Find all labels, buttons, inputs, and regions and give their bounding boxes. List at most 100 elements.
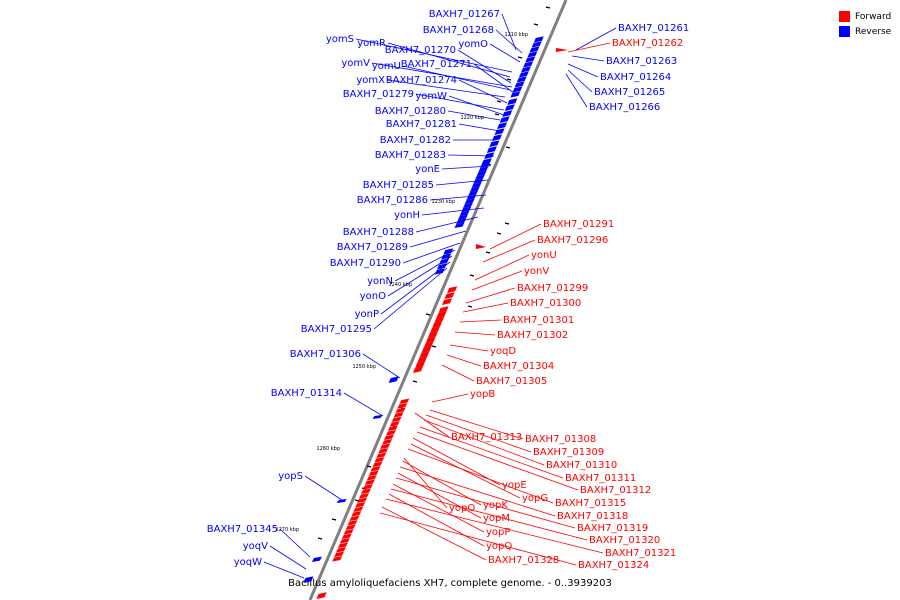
gene-label: BAXH7_01299: [517, 283, 588, 294]
gene-feature: [353, 506, 364, 512]
scale-tick: [496, 232, 502, 235]
leader-line: [343, 392, 384, 417]
scale-tick: [469, 274, 475, 277]
gene-feature: [444, 292, 455, 299]
gene-feature: [380, 443, 391, 449]
scale-tick: [431, 345, 437, 348]
leader-line: [386, 79, 506, 98]
leader-line: [419, 426, 564, 479]
gene-feature: [425, 336, 436, 343]
gene-label: yopK: [483, 500, 508, 511]
gene-label: BAXH7_01281: [386, 119, 457, 130]
leader-line: [390, 488, 588, 541]
gene-feature: [427, 331, 438, 338]
leader-line: [431, 393, 469, 403]
leader-line: [489, 223, 542, 250]
gene-feature: [357, 497, 368, 503]
gene-feature: [345, 524, 356, 530]
gene-feature: [434, 268, 445, 275]
gene-feature: [341, 533, 352, 539]
gene-label: BAXH7_01315: [555, 498, 626, 509]
gene-feature: [473, 178, 484, 184]
gene-feature: [434, 316, 445, 323]
forward-legend-label: Forward: [855, 11, 892, 22]
gene-label: BAXH7_01302: [497, 330, 568, 341]
gene-feature: [497, 122, 508, 129]
gene-feature: [332, 556, 343, 562]
gene-feature: [376, 452, 387, 458]
leader-line: [409, 230, 467, 248]
gene-label: yomO: [458, 39, 488, 50]
leader-line: [412, 437, 501, 486]
gene-feature: [436, 311, 447, 318]
gene-label: yopB: [470, 389, 495, 400]
scale-tick: [517, 56, 523, 59]
leader-line: [473, 63, 515, 94]
gene-label: yopQ: [486, 541, 512, 552]
gene-feature: [395, 407, 406, 413]
scale-tick-label: 1240 kbp: [388, 282, 412, 288]
leader-line: [571, 55, 605, 62]
gene-feature: [374, 457, 385, 463]
gene-feature: [343, 529, 354, 535]
gene-feature: [481, 158, 492, 164]
scale-tick: [331, 518, 337, 521]
gene-label: BAXH7_01262: [612, 38, 683, 49]
gene-label: BAXH7_01304: [483, 361, 554, 372]
gene-label: BAXH7_01319: [577, 523, 648, 534]
gene-label: yomX: [356, 75, 385, 86]
gene-feature: [334, 551, 345, 557]
leader-line: [397, 472, 482, 519]
leader-line: [304, 475, 343, 501]
leader-line: [269, 545, 307, 570]
gene-label: BAXH7_01264: [600, 72, 671, 83]
gene-feature: [421, 346, 432, 353]
gene-feature: [439, 258, 450, 265]
gene-feature: [518, 71, 529, 78]
gene-feature: [442, 298, 452, 305]
gene-label: BAXH7_01305: [476, 376, 547, 387]
leader-line: [565, 73, 588, 108]
gene-feature: [337, 542, 348, 548]
leader-line: [399, 466, 556, 517]
gene-feature: [520, 66, 531, 73]
leader-line: [462, 302, 509, 313]
leader-line: [441, 364, 475, 382]
gene-feature: [529, 46, 540, 53]
leader-line: [381, 506, 487, 561]
gene-label: BAXH7_01345: [207, 524, 278, 535]
leader-line: [416, 431, 579, 491]
gene-label: BAXH7_01266: [589, 102, 660, 113]
gene-label: BAXH7_01289: [337, 242, 408, 253]
gene-feature: [531, 41, 542, 48]
gene-label: BAXH7_01309: [533, 447, 604, 458]
gene-feature: [476, 244, 486, 249]
leader-line: [263, 561, 305, 579]
gene-label: BAXH7_01291: [543, 219, 614, 230]
leader-line: [279, 528, 311, 558]
gene-label: yomV: [341, 58, 370, 69]
scale-tick-label: 1220 kbp: [460, 115, 484, 121]
gene-label: yonH: [394, 210, 420, 221]
gene-feature: [316, 592, 327, 599]
gene-label: yomU: [372, 61, 401, 72]
scale-tick: [467, 305, 473, 308]
gene-label: yonO: [360, 291, 386, 302]
scale-tick-label: 1270 kbp: [275, 527, 299, 533]
gene-label: BAXH7_01279: [343, 89, 414, 100]
gene-feature: [510, 91, 521, 98]
leader-line: [387, 42, 511, 78]
gene-feature: [370, 466, 381, 472]
gene-feature: [393, 412, 404, 418]
gene-feature: [491, 134, 502, 141]
leader-line: [501, 13, 517, 51]
gene-feature: [399, 398, 410, 404]
gene-feature: [388, 376, 399, 383]
leader-line: [402, 242, 461, 264]
gene-feature: [523, 61, 534, 68]
leader-line: [495, 29, 523, 54]
gene-feature: [525, 56, 536, 63]
gene-feature: [459, 210, 470, 216]
gene-label: BAXH7_01312: [580, 485, 651, 496]
gene-feature: [362, 484, 373, 490]
